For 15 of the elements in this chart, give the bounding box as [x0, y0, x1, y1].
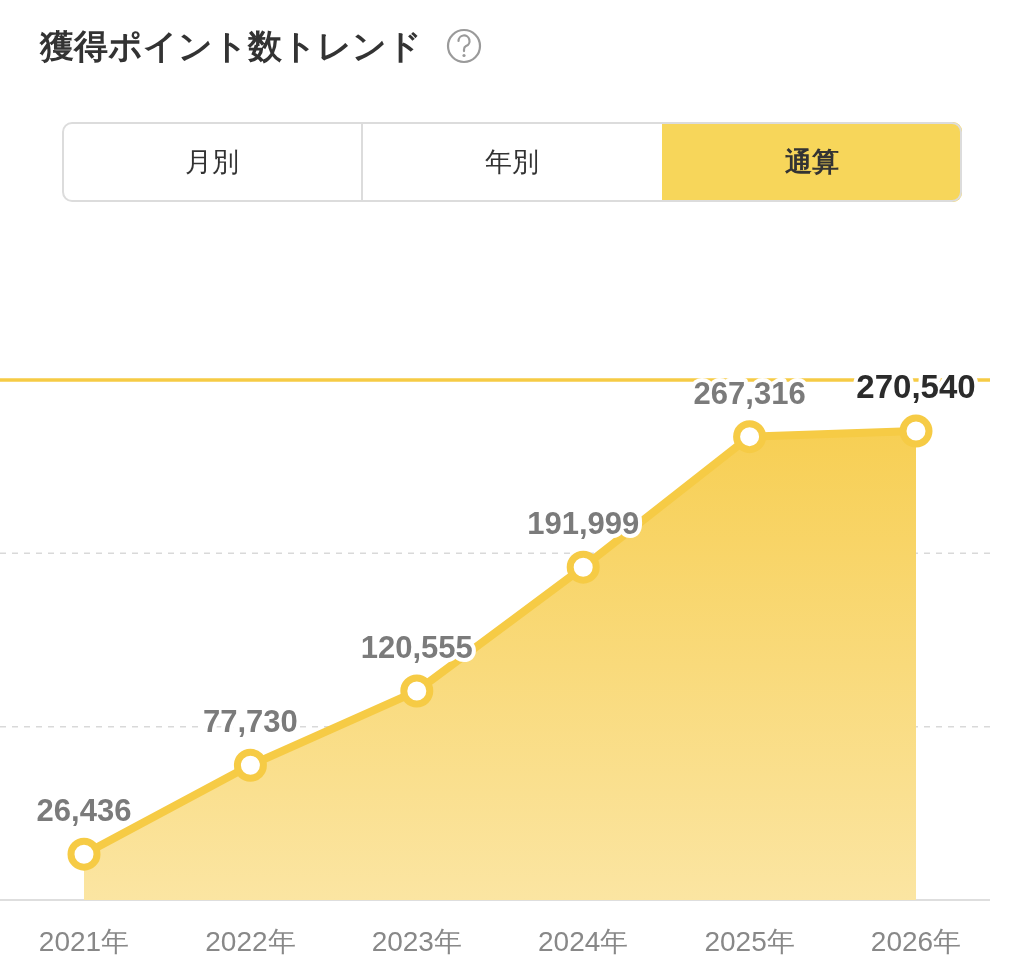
x-tick-label: 2023年: [371, 926, 462, 957]
title: 獲得ポイント数トレンド: [40, 27, 422, 65]
x-tick-label: 2025年: [704, 926, 795, 957]
data-label: 26,436: [36, 793, 132, 829]
segment-label: 通算: [785, 147, 839, 177]
x-tick-label: 2022年: [205, 926, 296, 957]
x-tick-label: 2021年: [38, 926, 130, 957]
data-label: 120,555: [360, 630, 473, 666]
data-label: 267,316: [693, 375, 806, 411]
segment-label: 年別: [485, 147, 539, 177]
x-tick-label: 2024年: [538, 926, 629, 957]
data-label: 191,999: [527, 506, 640, 542]
x-tick-label: 2026年: [870, 926, 962, 957]
data-label: 77,730: [203, 704, 298, 740]
segment-label: 月別: [185, 147, 239, 177]
